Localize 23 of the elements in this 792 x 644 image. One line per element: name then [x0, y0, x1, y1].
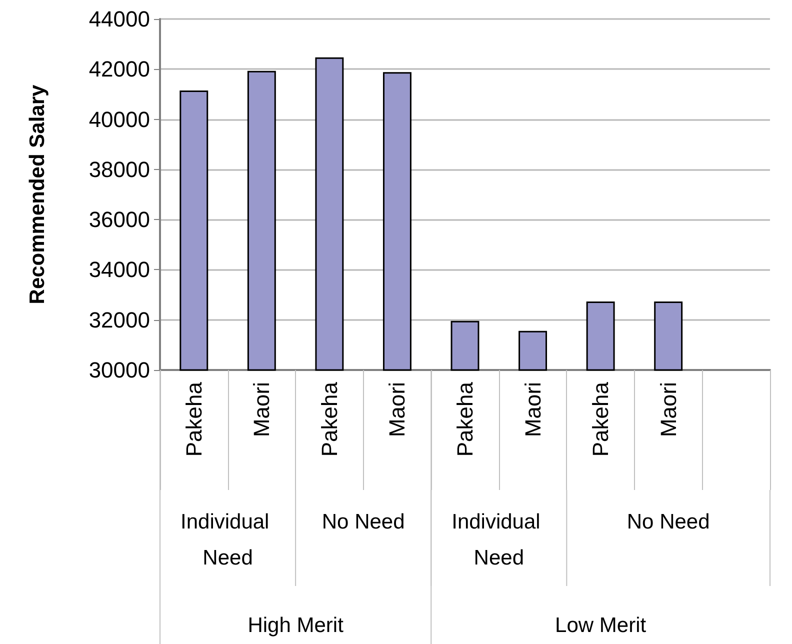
y-axis-title: Recommended Salary: [26, 84, 49, 304]
y-tick-label: 36000: [88, 207, 150, 232]
x-tick-label: Pakeha: [316, 381, 342, 457]
x-tick-label: Pakeha: [181, 381, 206, 457]
y-tick-label: 38000: [88, 156, 150, 182]
x-tick-label: Maori: [249, 382, 274, 438]
y-tick-label: 32000: [88, 307, 150, 332]
y-tick-label: 40000: [88, 106, 150, 132]
text: High Merit: [248, 614, 344, 637]
x-tick-label: Maori: [520, 382, 546, 438]
x-tick-label: Maori: [384, 382, 410, 438]
y-tick-label: 30000: [88, 358, 150, 382]
x-tick-label: Pakeha: [452, 381, 478, 457]
y-tick-label: 42000: [88, 56, 150, 82]
text: No Need: [626, 510, 710, 534]
text: No Need: [322, 510, 405, 534]
y-tick-label: 34000: [88, 257, 150, 282]
text: Individual Need: [180, 510, 276, 570]
text: Low Merit: [555, 614, 646, 637]
x-tick-label: Pakeha: [588, 381, 614, 457]
x-tick-label: Maori: [656, 382, 681, 438]
text: Individual Need: [452, 510, 546, 570]
y-tick-label: 44000: [88, 6, 150, 32]
